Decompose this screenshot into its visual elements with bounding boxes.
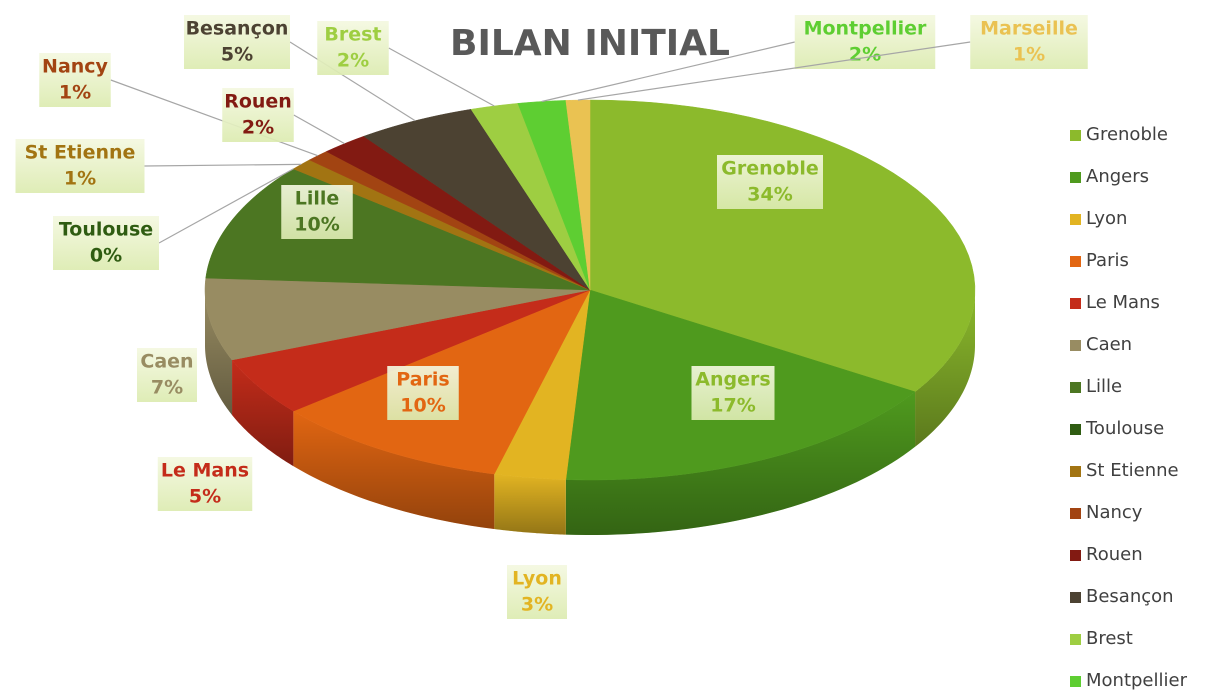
pie-slice-side-shade <box>494 474 566 535</box>
legend-label: Caen <box>1086 334 1132 355</box>
legend-swatch <box>1070 256 1081 267</box>
data-label-name: Nancy <box>42 56 109 78</box>
leader-line <box>293 114 345 145</box>
data-label-box <box>53 216 159 270</box>
data-label-name: Brest <box>324 24 381 46</box>
data-label-value: 1% <box>1013 44 1045 66</box>
data-label-value: 10% <box>294 214 339 236</box>
legend-swatch <box>1070 298 1081 309</box>
legend-label: Toulouse <box>1085 418 1164 439</box>
data-label-name: Paris <box>396 369 449 391</box>
legend-swatch <box>1070 550 1081 561</box>
pie-slice-side-shade <box>232 359 294 467</box>
data-label-value: 1% <box>59 82 91 104</box>
data-label-value: 2% <box>242 117 274 139</box>
data-label-name: Lyon <box>512 568 562 590</box>
data-label-box <box>507 565 567 619</box>
data-label-box <box>184 15 290 69</box>
leader-line <box>577 41 971 101</box>
data-label-name: Rouen <box>224 91 292 113</box>
data-label-value: 0% <box>90 245 122 267</box>
legend-swatch <box>1070 214 1081 225</box>
leader-line <box>388 47 495 107</box>
pie-slice <box>204 277 591 361</box>
data-label-name: Besançon <box>186 18 289 40</box>
data-label-name: Lille <box>295 188 340 210</box>
pie-slice <box>308 151 591 291</box>
data-label-box <box>157 457 253 511</box>
data-label-name: St Etienne <box>25 142 136 164</box>
data-label-value: 3% <box>521 594 553 616</box>
data-label-box <box>15 139 145 193</box>
data-label-value: 2% <box>337 50 369 72</box>
data-label-name: Caen <box>140 351 193 373</box>
pie-slice <box>231 289 591 412</box>
leader-line <box>158 168 294 244</box>
data-label-name: Montpellier <box>804 18 927 40</box>
legend-label: Rouen <box>1086 544 1143 565</box>
data-label-box <box>717 155 823 209</box>
data-label-box <box>317 21 389 75</box>
legend-swatch <box>1070 382 1081 393</box>
data-label-box <box>137 348 197 402</box>
legend-swatch <box>1070 466 1081 477</box>
pie-slice <box>589 99 976 393</box>
legend-label: Le Mans <box>1086 292 1160 313</box>
legend-label: Lyon <box>1086 208 1127 229</box>
legend-label: Nancy <box>1086 502 1143 523</box>
data-label-box <box>794 15 936 69</box>
data-label-value: 17% <box>710 395 755 417</box>
chart-title: BILAN INITIAL <box>450 23 730 64</box>
leader-line <box>110 79 318 157</box>
data-label-box <box>222 88 294 142</box>
legend-label: Lille <box>1086 376 1122 397</box>
legend-swatch <box>1070 130 1081 141</box>
legend-label: Grenoble <box>1086 124 1168 145</box>
data-label-value: 34% <box>747 184 792 206</box>
legend-swatch <box>1070 676 1081 687</box>
leader-line <box>144 163 302 167</box>
data-label-box <box>387 366 459 420</box>
legend-label: St Etienne <box>1086 460 1179 481</box>
pie-slice-side-shade <box>205 290 233 415</box>
data-label-box <box>691 366 775 420</box>
legend-label: Brest <box>1086 628 1133 649</box>
data-label-value: 2% <box>849 44 881 66</box>
pie-slice-side-shade <box>293 411 495 530</box>
data-label-name: Marseille <box>980 18 1078 40</box>
pie-sides <box>205 290 975 535</box>
data-label-box <box>39 53 111 107</box>
data-label-box <box>970 15 1088 69</box>
leader-line <box>541 41 795 103</box>
data-label-value: 5% <box>189 486 221 508</box>
leader-line <box>289 41 416 122</box>
data-label-value: 1% <box>64 168 96 190</box>
data-label-name: Le Mans <box>161 460 249 482</box>
legend-swatch <box>1070 508 1081 519</box>
pie-slice-side-shade <box>915 290 975 447</box>
legend-swatch <box>1070 634 1081 645</box>
pie-slice <box>363 109 591 291</box>
data-label-name: Angers <box>695 369 770 391</box>
data-label-name: Grenoble <box>721 158 818 180</box>
legend-label: Angers <box>1086 166 1149 187</box>
legend-label: Paris <box>1086 250 1129 271</box>
legend-label: Besançon <box>1086 586 1174 607</box>
data-label-value: 5% <box>221 44 253 66</box>
legend-swatch <box>1070 424 1081 435</box>
data-label-value: 10% <box>400 395 445 417</box>
data-label-name: Toulouse <box>59 219 153 241</box>
data-label-box <box>281 185 353 239</box>
legend-label: Montpellier <box>1086 670 1188 691</box>
data-label-value: 7% <box>151 377 183 399</box>
legend-swatch <box>1070 340 1081 351</box>
pie-slice-side-shade <box>565 391 916 535</box>
legend-swatch <box>1070 592 1081 603</box>
pie-slice <box>493 289 591 480</box>
pie-tops <box>204 99 976 481</box>
legend-swatch <box>1070 172 1081 183</box>
